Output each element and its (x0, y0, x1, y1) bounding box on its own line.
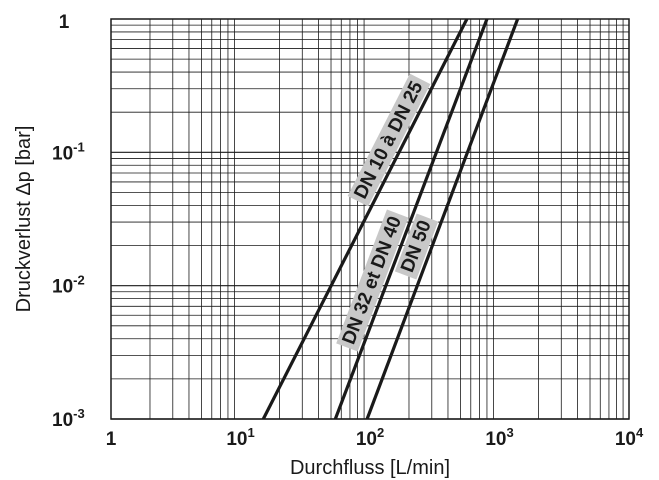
series-label-1: DN 10 à DN 25 (347, 73, 431, 207)
y-tick-label: 10-2 (52, 273, 85, 298)
y-tick-label: 1 (59, 12, 70, 33)
x-tick-label: 1 (106, 429, 117, 450)
series-label-text: DN 10 à DN 25 (350, 78, 427, 203)
series-line-1 (261, 19, 469, 419)
tick-labels: 1 101 102 103 104 1 10-1 10-2 10-3 (52, 12, 644, 450)
x-tick-label: 102 (356, 425, 384, 450)
x-tick-label: 103 (485, 425, 513, 450)
y-axis-label: Druckverlust Δp [bar] (13, 126, 35, 313)
y-tick-label: 10-3 (52, 406, 85, 431)
series-label-2: DN 32 et DN 40 (336, 209, 409, 352)
grid (111, 19, 629, 420)
x-tick-label: 104 (615, 425, 644, 450)
series-label-background (394, 213, 439, 280)
series-label-background (347, 73, 431, 207)
series-label-background (336, 209, 409, 352)
x-axis-label: Durchfluss [L/min] (290, 457, 450, 479)
y-tick-label: 10-1 (52, 139, 85, 164)
series-line-3 (365, 19, 520, 419)
plot-frame (110, 18, 630, 420)
x-tick-label: 101 (226, 425, 254, 450)
series-group (261, 19, 520, 419)
series-label-text: DN 32 et DN 40 (339, 214, 407, 348)
series-line-2 (333, 19, 489, 419)
